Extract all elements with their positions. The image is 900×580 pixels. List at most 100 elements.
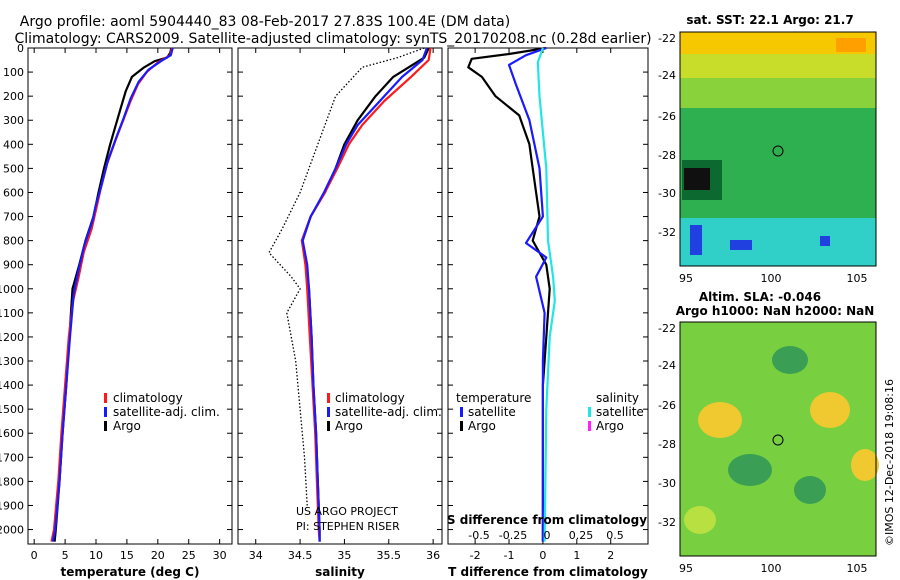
series-line-t-satellite [507, 46, 548, 542]
sla-map [679, 321, 879, 557]
temperature-axis-label: temperature (deg C) [61, 565, 200, 579]
sst-cold-band [680, 218, 876, 266]
sla-high-anomaly [698, 402, 742, 438]
series-line-t-argo [467, 46, 551, 542]
figure-title-line2: Climatology: CARS2009. Satellite-adjuste… [14, 31, 651, 47]
legend-swatch-s-argo [588, 421, 591, 431]
sla-ytick-label: -32 [658, 516, 676, 529]
difference-panel [447, 47, 649, 545]
legend-swatch-t-satellite [460, 407, 463, 417]
sst-ytick-label: -32 [658, 226, 676, 239]
sla-low-anomaly [728, 454, 772, 486]
salinity-legend: climatology satellite-adj. clim. Argo [327, 391, 442, 433]
sst-blue-pixels [730, 240, 752, 250]
legend-label-t-argo: Argo [468, 419, 496, 433]
sst-xtick-label: 100 [761, 272, 782, 285]
sst-map-ticks: -22 -24 -26 -28 -30 -32 95 100 105 [658, 32, 868, 285]
t-difference-axis-label: T difference from climatology [448, 565, 648, 579]
sla-high-anomaly [851, 449, 879, 481]
sla-map-subtitle: Argo h1000: NaN h2000: NaN [676, 304, 875, 318]
depth-tick-label: 700 [3, 211, 24, 224]
sst-xtick-label: 95 [679, 272, 693, 285]
sst-blue-pixels [690, 225, 702, 255]
sla-map-title: Altim. SLA: -0.046 [699, 290, 821, 304]
sla-ytick-label: -22 [658, 322, 676, 335]
temperature-panel [27, 47, 233, 545]
sla-high-anomaly [810, 392, 850, 428]
x-tick-label: -1 [504, 549, 515, 562]
legend-label-s-argo: Argo [596, 419, 624, 433]
sst-ytick-label: -24 [658, 69, 676, 82]
x-tick-label: 15 [120, 549, 134, 562]
legend-swatch-satellite [104, 407, 107, 417]
depth-axis: 0 100 200 300 400 500 600 700 800 900 1000 1100 1200… [0, 42, 648, 537]
depth-tick-label: 1400 [0, 379, 24, 392]
s-tick-label: -0.25 [499, 529, 527, 542]
x-tick-label: 35.5 [377, 549, 402, 562]
salinity-plot: 34 34.5 35 35.5 36 [249, 47, 440, 562]
sst-blue-pixels [820, 236, 830, 246]
x-tick-label: 30 [213, 549, 227, 562]
sla-mid-anomaly [684, 506, 716, 534]
temperature-plot: 0 5 10 15 20 25 30 [31, 47, 227, 562]
legend-swatch-argo [327, 421, 330, 431]
sla-ytick-label: -26 [658, 399, 676, 412]
salinity-axis-label: salinity [315, 565, 365, 579]
legend-swatch-t-argo [460, 421, 463, 431]
s-tick-label: 0 [544, 529, 551, 542]
series-line-satellite-adj-clim- [51, 47, 174, 542]
depth-tick-label: 1800 [0, 475, 24, 488]
x-tick-label: 20 [151, 549, 165, 562]
series-line-satellite-adj-clim- [301, 47, 428, 542]
legend-label-t-satellite: satellite [468, 405, 516, 419]
x-tick-label: 34.5 [288, 549, 313, 562]
x-tick-label: 36 [426, 549, 440, 562]
legend-label-climatology: climatology [113, 391, 183, 405]
x-tick-label: 25 [182, 549, 196, 562]
x-tick-label: -2 [470, 549, 481, 562]
sst-map-title: sat. SST: 22.1 Argo: 21.7 [686, 13, 853, 27]
sst-ytick-label: -28 [658, 149, 676, 162]
depth-tick-label: 500 [3, 162, 24, 175]
project-watermark-line1: US ARGO PROJECT [296, 505, 398, 518]
sla-low-anomaly [794, 476, 826, 504]
legend-header-temperature: temperature [456, 391, 531, 405]
legend-label-s-satellite: satellite [596, 405, 644, 419]
legend-swatch-argo [104, 421, 107, 431]
sla-xtick-label: 105 [847, 562, 868, 575]
sst-map-frame [679, 31, 877, 267]
depth-tick-label: 600 [3, 186, 24, 199]
x-tick-label: 5 [62, 549, 69, 562]
sla-map-ticks: -22 -24 -26 -28 -30 -32 95 100 105 [658, 322, 868, 575]
sst-warm-band [680, 32, 876, 54]
x-tick-label: 1 [573, 549, 580, 562]
difference-legend: temperature salinity satellite Argo sate… [456, 391, 644, 433]
depth-tick-label: 400 [3, 138, 24, 151]
x-tick-label: 2 [607, 549, 614, 562]
salinity-panel [237, 47, 443, 545]
depth-tick-label: 800 [3, 235, 24, 248]
x-tick-label: 35 [337, 549, 351, 562]
sla-low-anomaly [772, 346, 808, 374]
depth-tick-label: 900 [3, 259, 24, 272]
depth-tick-label: 100 [3, 66, 24, 79]
sst-ytick-label: -26 [658, 110, 676, 123]
depth-tick-label: 1900 [0, 499, 24, 512]
sst-xtick-label: 105 [847, 272, 868, 285]
series-line-s-satellite [536, 47, 556, 542]
legend-label-argo: Argo [335, 419, 363, 433]
legend-label-climatology: climatology [335, 391, 405, 405]
difference-plot: -2 -1 0 1 2 [467, 46, 614, 562]
s-tick-label: 0.25 [569, 529, 594, 542]
sst-ytick-label: -22 [658, 32, 676, 45]
sla-ytick-label: -30 [658, 477, 676, 490]
depth-tick-label: 200 [3, 90, 24, 103]
legend-swatch-climatology [327, 393, 330, 403]
project-watermark-line2: PI: STEPHEN RISER [296, 520, 400, 533]
sla-ytick-label: -24 [658, 359, 676, 372]
timestamp-stamp: ©IMOS 12-Dec-2018 19:08:16 [883, 379, 896, 546]
sst-warm-patch [836, 38, 866, 52]
sst-land-pixels [684, 168, 710, 190]
legend-swatch-s-satellite [588, 407, 591, 417]
sla-ytick-label: -28 [658, 438, 676, 451]
